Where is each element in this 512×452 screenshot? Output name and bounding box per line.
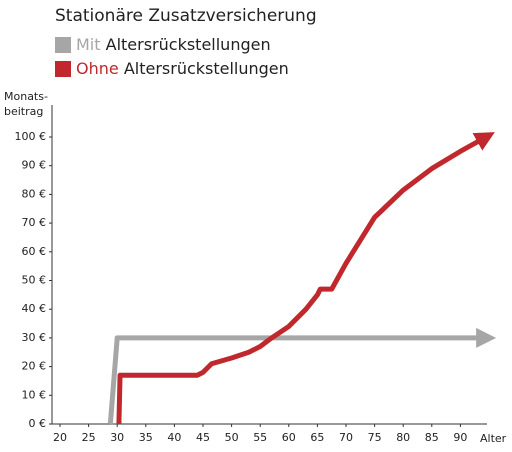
y-tick-label: 60 €	[22, 245, 47, 258]
x-tick-label: 60	[282, 431, 296, 444]
x-tick-label: 40	[167, 431, 181, 444]
x-tick-label: 55	[253, 431, 267, 444]
y-axis-title: beitrag	[4, 105, 43, 118]
y-tick-label: 50 €	[22, 274, 47, 287]
legend-name: Mit	[76, 35, 101, 54]
legend-label: Mit Altersrückstellungen	[76, 35, 271, 54]
x-tick-label: 20	[53, 431, 67, 444]
series-line	[116, 132, 495, 425]
y-tick-label: 30 €	[22, 331, 47, 344]
x-tick-label: 50	[225, 431, 239, 444]
legend-name: Ohne	[76, 59, 119, 78]
chart-title: Stationäre Zusatzversicherung	[55, 6, 317, 26]
legend-suffix: Altersrückstellungen	[106, 35, 271, 54]
x-tick-label: 35	[139, 431, 153, 444]
legend-label: Ohne Altersrückstellungen	[76, 59, 289, 78]
x-tick-label: 65	[310, 431, 324, 444]
legend-swatch	[55, 37, 71, 53]
x-tick-label: 45	[196, 431, 210, 444]
x-tick-label: 75	[368, 431, 382, 444]
series-line	[107, 327, 497, 425]
x-tick-label: 90	[453, 431, 467, 444]
y-tick-label: 70 €	[22, 216, 47, 229]
legend-swatch	[55, 61, 71, 77]
y-tick-label: 0 €	[29, 417, 47, 430]
legend-suffix: Altersrückstellungen	[124, 59, 289, 78]
x-tick-label: 25	[82, 431, 96, 444]
x-tick-label: 80	[396, 431, 410, 444]
y-tick-label: 40 €	[22, 302, 47, 315]
x-axis-title: Alter	[480, 432, 507, 445]
y-tick-label: 90 €	[22, 159, 47, 172]
y-tick-label: 80 €	[22, 187, 47, 200]
y-tick-label: 20 €	[22, 360, 47, 373]
x-tick-label: 30	[110, 431, 124, 444]
x-tick-label: 85	[425, 431, 439, 444]
x-tick-label: 70	[339, 431, 353, 444]
y-tick-label: 100 €	[15, 130, 47, 143]
y-tick-label: 10 €	[22, 388, 47, 401]
y-axis-title: Monats-	[4, 90, 48, 103]
